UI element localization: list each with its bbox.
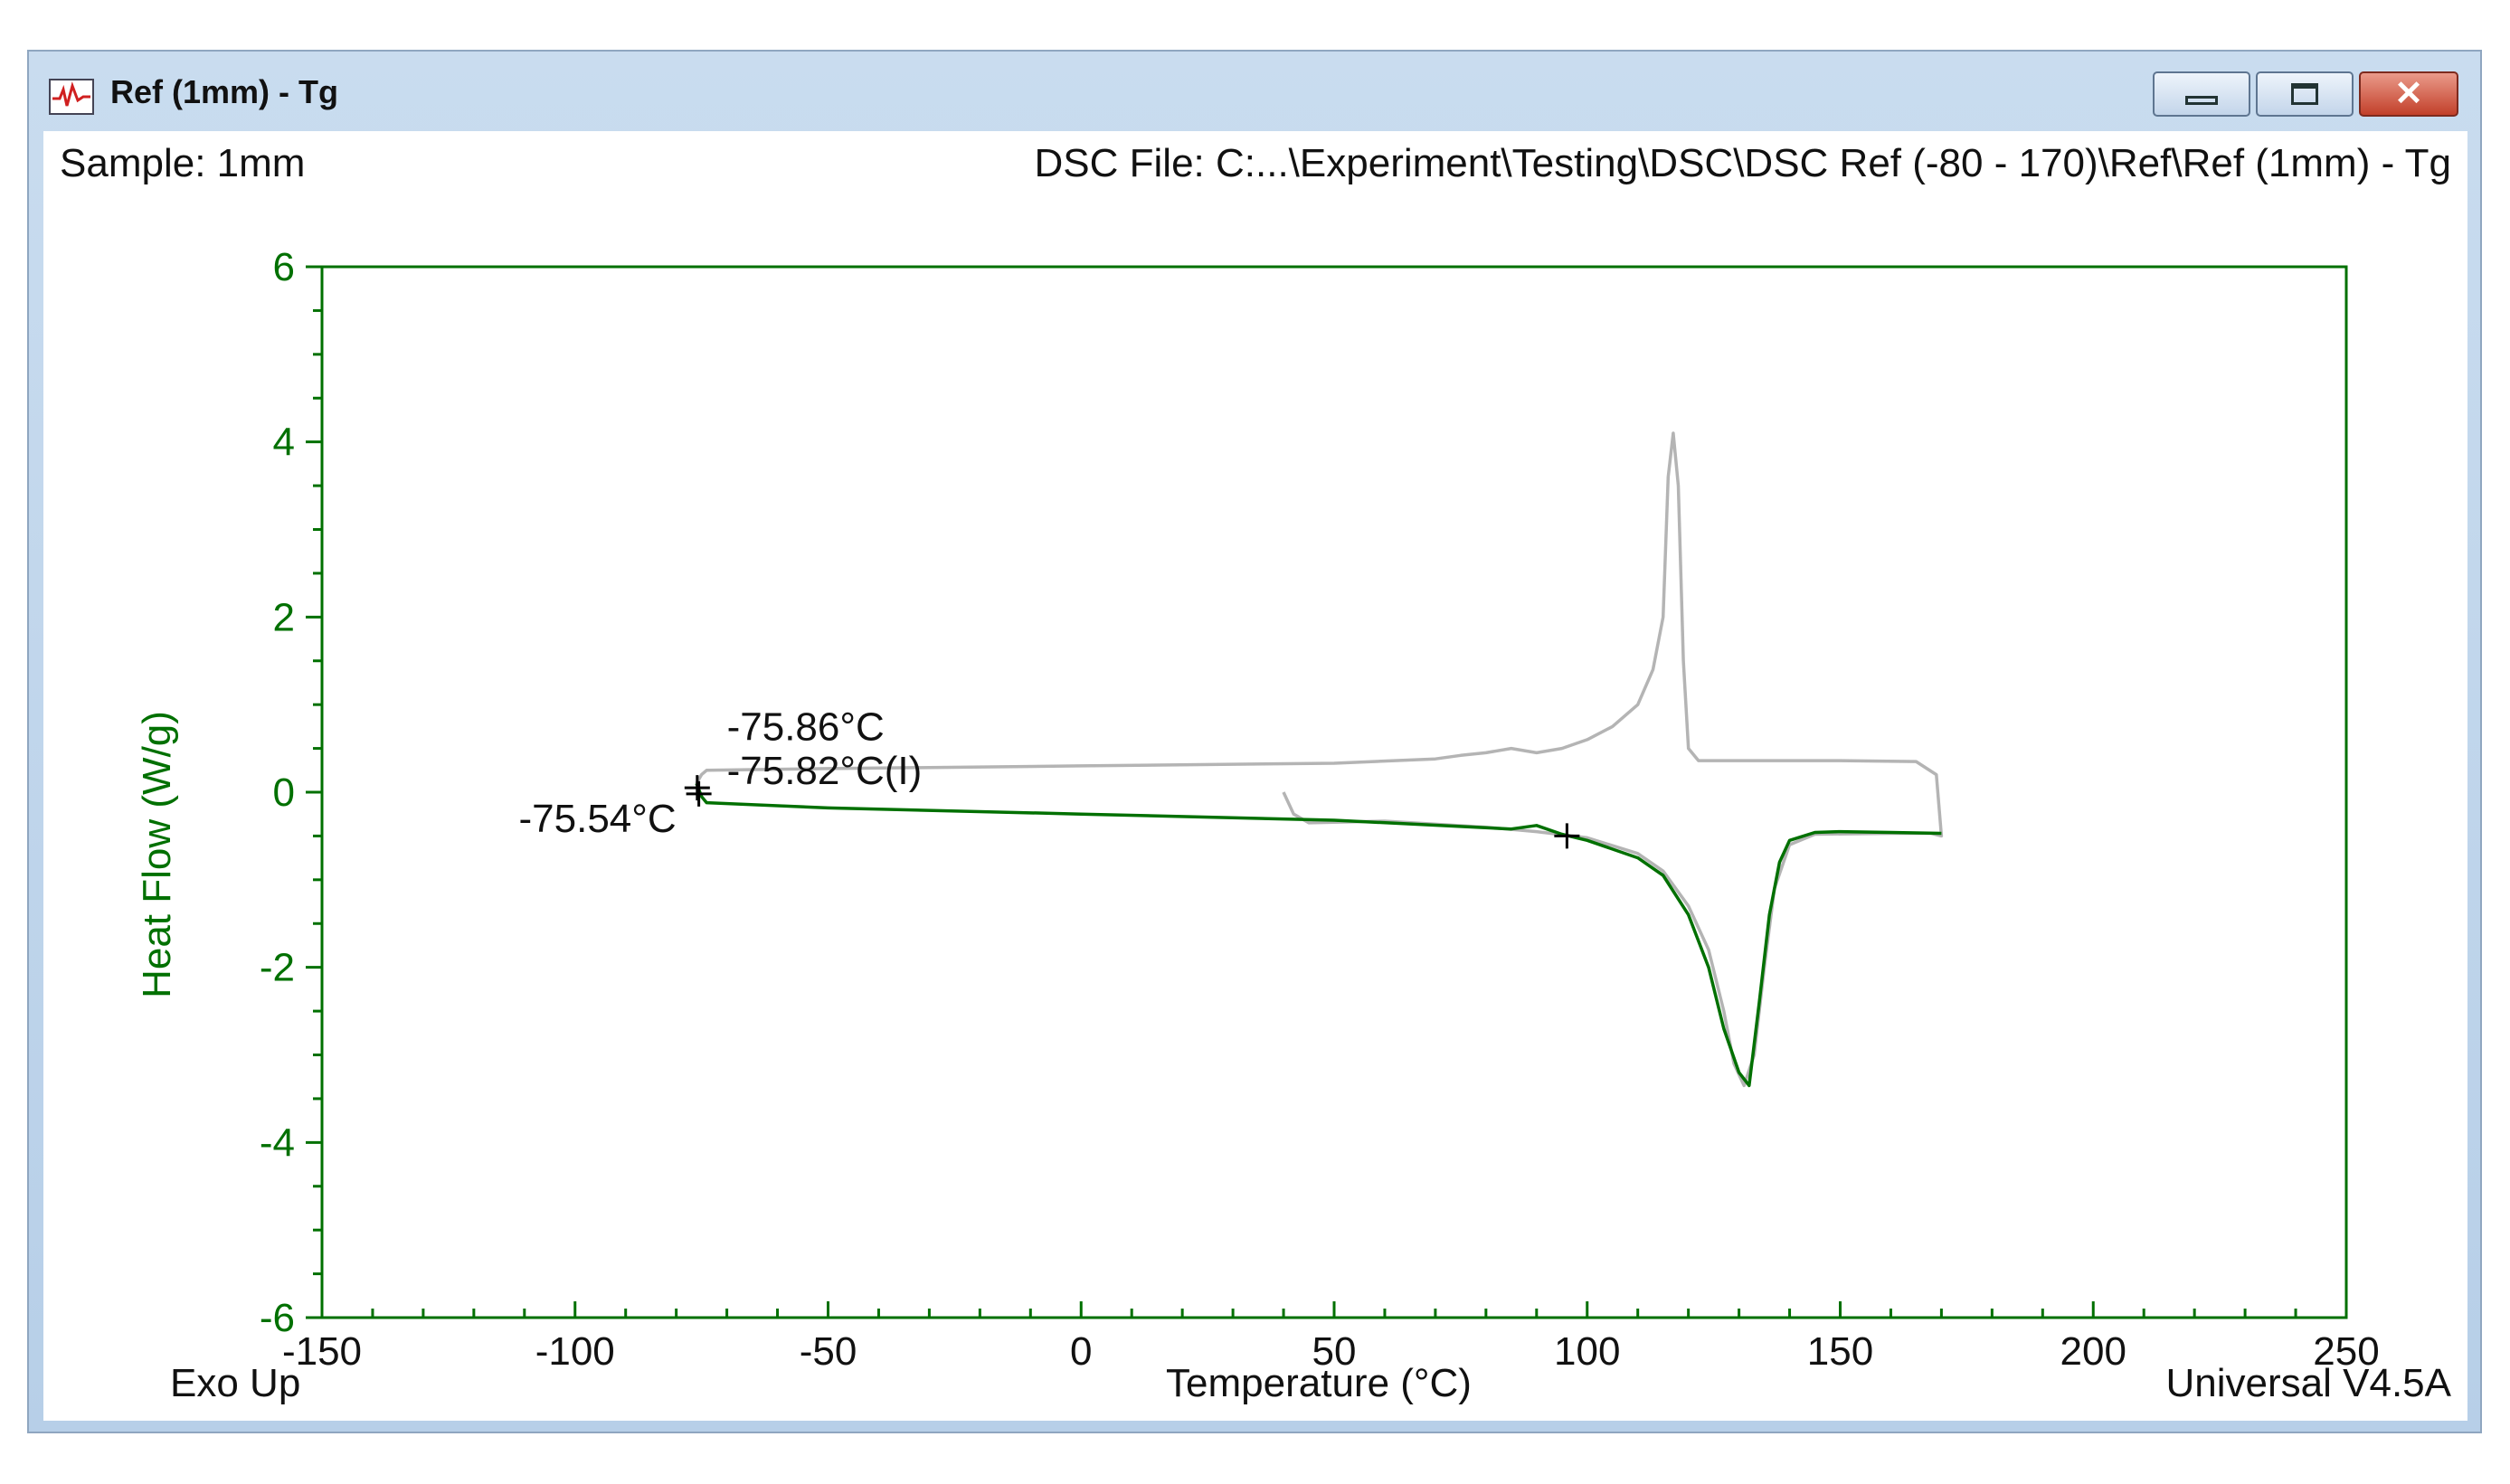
y-axis-title: Heat Flow (W/g) [135, 711, 179, 998]
x-tick-label: 100 [1554, 1329, 1620, 1374]
cooling-curve [695, 431, 1944, 1088]
file-path: DSC File: C:...\Experiment\Testing\DSC\D… [1035, 141, 2451, 185]
y-tick-label: -4 [260, 1120, 295, 1165]
x-axis-title: Temperature (°C) [1166, 1361, 1472, 1405]
dsc-window: Ref (1mm) - Tg ✕ Sample: 1mm DSC File: C… [27, 50, 2482, 1433]
y-tick-label: -2 [260, 946, 295, 990]
x-tick-label: -150 [282, 1329, 362, 1374]
y-tick-label: -6 [260, 1296, 295, 1340]
analysis-marker [686, 780, 712, 807]
x-tick-label: 150 [1807, 1329, 1873, 1374]
x-tick-label: 250 [2313, 1329, 2379, 1374]
heating-curve [695, 782, 1942, 1088]
plot-area: Sample: 1mm DSC File: C:...\Experiment\T… [43, 131, 2467, 1421]
x-tick-label: 50 [1312, 1329, 1357, 1374]
close-button[interactable]: ✕ [2359, 71, 2458, 117]
dsc-plot-icon [49, 79, 94, 115]
x-tick-label: 200 [2060, 1329, 2126, 1374]
analysis-marker [684, 775, 710, 801]
temperature-annotation: -75.54°C [519, 797, 677, 841]
temperature-annotation: -75.86°C [727, 704, 885, 749]
exo-up-label: Exo Up [170, 1361, 300, 1405]
y-tick-label: 0 [273, 770, 295, 815]
x-tick-label: 0 [1070, 1329, 1092, 1374]
minimize-icon [2185, 96, 2218, 105]
temperature-annotation: -75.82°C(I) [727, 749, 923, 793]
minimize-button[interactable] [2153, 71, 2250, 117]
y-tick-label: 4 [273, 421, 295, 465]
window-title: Ref (1mm) - Tg [110, 73, 338, 110]
plot-frame [320, 265, 2348, 1319]
version-label: Universal V4.5A [2166, 1361, 2452, 1405]
x-tick-label: -50 [800, 1329, 857, 1374]
title-bar[interactable]: Ref (1mm) - Tg ✕ [29, 52, 2480, 133]
y-tick-label: 6 [273, 245, 295, 289]
y-tick-label: 2 [273, 595, 295, 639]
dsc-chart: Sample: 1mm DSC File: C:...\Experiment\T… [60, 141, 2452, 1405]
maximize-button[interactable] [2256, 71, 2354, 117]
maximize-icon [2291, 83, 2318, 105]
x-tick-label: -100 [535, 1329, 615, 1374]
analysis-marker [1554, 823, 1580, 849]
sample-label: Sample: 1mm [60, 141, 305, 185]
close-icon: ✕ [2394, 75, 2423, 113]
